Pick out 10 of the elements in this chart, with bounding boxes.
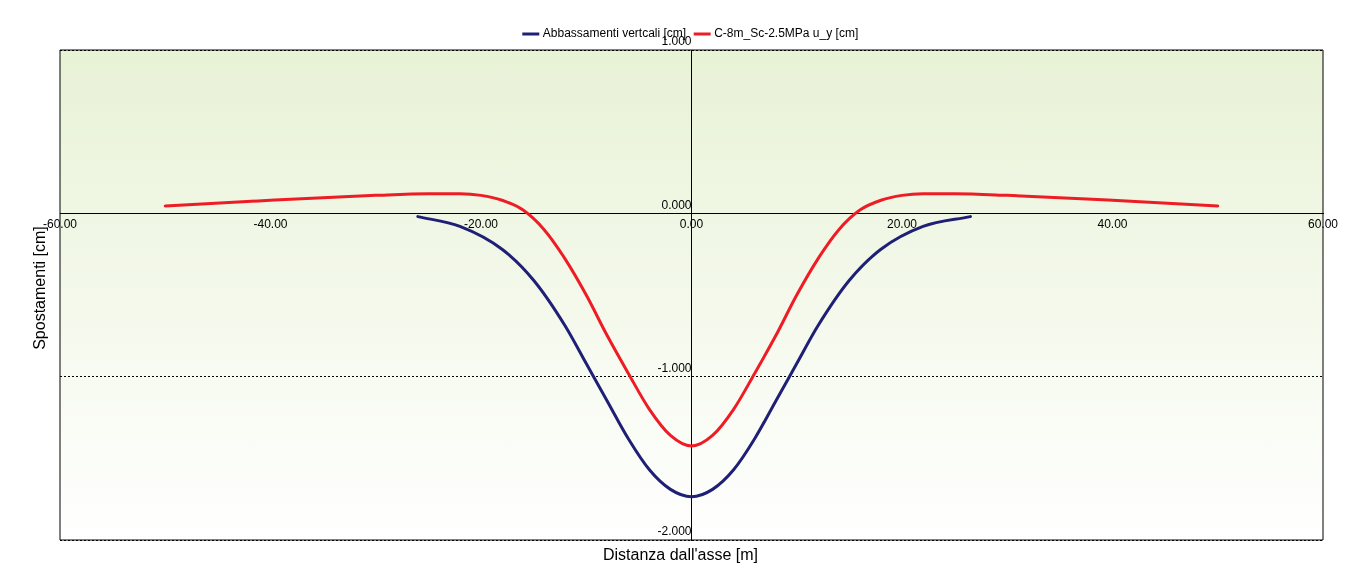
x-tick-label: -20.00 xyxy=(463,216,499,231)
y-tick-label: 0.000 xyxy=(661,197,692,212)
y-tick-label: -1.000 xyxy=(657,360,692,375)
y-tick-label: -2.000 xyxy=(657,524,692,539)
x-tick-label: 40.00 xyxy=(1097,216,1128,231)
x-axis-title: Distanza dall'asse [m] xyxy=(601,546,760,564)
x-tick-label: 60.00 xyxy=(1307,216,1339,231)
legend-label: C-8m_Sc-2.5MPa u_y [cm] xyxy=(714,26,859,41)
x-tick-label: 20.00 xyxy=(886,216,918,231)
x-tick-label: -40.00 xyxy=(253,216,288,231)
